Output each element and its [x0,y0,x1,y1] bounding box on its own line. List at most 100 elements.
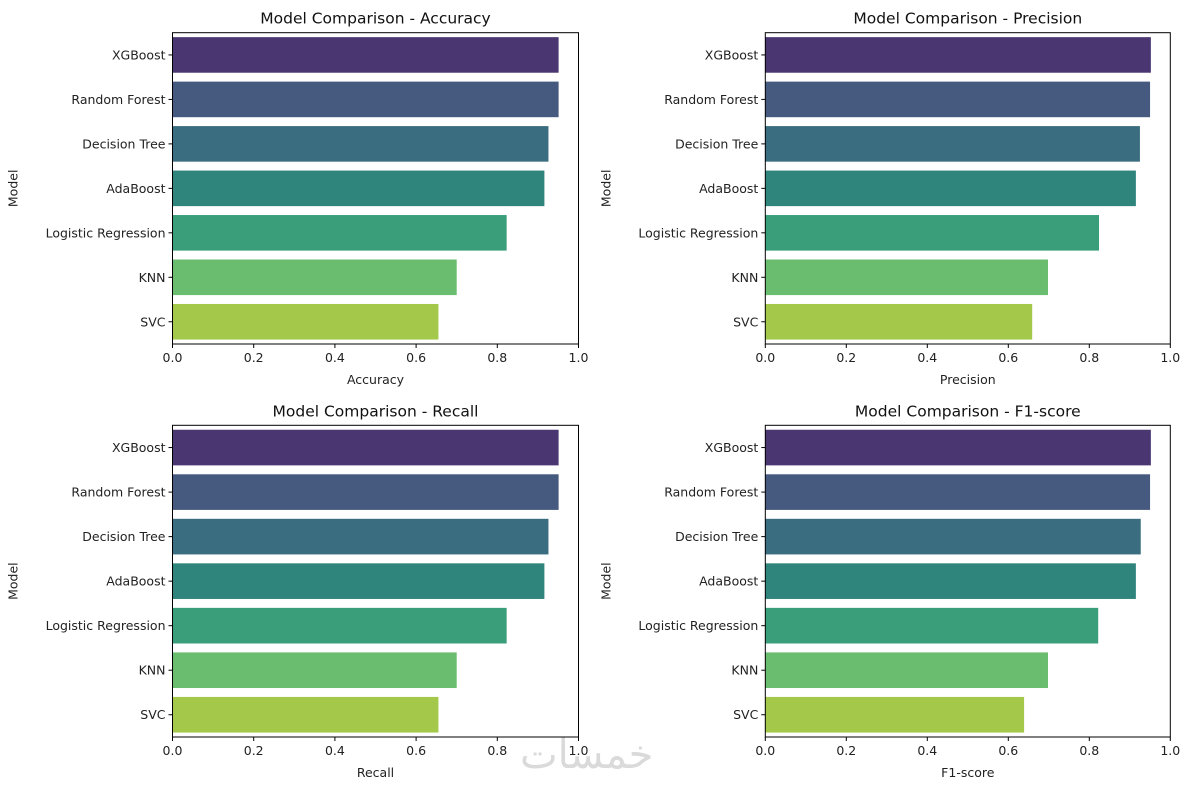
y-tick-label: Random Forest [664,485,758,500]
x-axis-label: Recall [357,765,394,780]
x-tick-label: 0.6 [998,743,1018,758]
y-tick-label: KNN [139,663,166,678]
bar [172,652,457,689]
x-tick-label: 0.8 [1079,743,1099,758]
bar [765,563,1136,599]
y-tick-label: KNN [731,663,758,678]
y-tick-label: Random Forest [71,92,165,107]
y-tick-label: Logistic Regression [638,618,758,633]
x-tick-label: 0.4 [325,350,345,365]
y-tick-label: AdaBoost [106,181,165,196]
bar [765,126,1140,162]
y-axis-label: Model [598,562,613,600]
bar [172,518,549,555]
subplot-accuracy: XGBoost Random Forest Decision Tree AdaBoos… [6,10,589,387]
x-tick-label: 1.0 [1160,743,1180,758]
chart-title: Model Comparison - F1-score [855,402,1081,420]
y-tick-label: Decision Tree [675,529,759,544]
x-tick-label: 0.2 [836,350,856,365]
axes-frame [764,424,1171,738]
bar [765,607,1099,644]
axes-frame [172,32,579,345]
x-tick-label: 0.6 [406,743,426,758]
bar [172,429,559,466]
y-tick-label: SVC [140,314,165,329]
chart-title: Model Comparison - Precision [853,10,1082,28]
y-tick-label: Logistic Regression [46,618,166,633]
x-tick-label: 0.4 [917,350,937,365]
y-tick-label: SVC [140,707,165,722]
x-tick-label: 0.4 [917,743,937,758]
x-tick-label: 0.2 [244,743,264,758]
x-tick-label: 1.0 [1160,350,1180,365]
x-tick-label: 0.2 [836,743,856,758]
y-tick-label: Decision Tree [82,136,166,151]
chart-title: Model Comparison - Accuracy [260,10,490,28]
bar [765,429,1151,466]
axes-frame [172,424,579,738]
watermark: خمسات [520,732,654,778]
bar [765,259,1048,296]
x-tick-label: 0.2 [244,350,264,365]
bar [172,81,559,118]
bar [765,81,1151,118]
y-tick-label: AdaBoost [699,181,758,196]
y-tick-label: Random Forest [71,485,165,500]
y-tick-label: Logistic Regression [638,225,758,240]
x-axis-label: Accuracy [347,372,405,387]
y-tick-label: Decision Tree [675,136,759,151]
subplot-f1-score: XGBoost Random Forest Decision Tree AdaBoos… [598,402,1180,780]
bar [172,259,457,296]
y-tick-label: XGBoost [705,47,759,62]
bar [765,303,1033,340]
y-tick-label: XGBoost [705,440,759,455]
x-tick-label: 0.6 [998,350,1018,365]
bar [172,215,507,251]
chart-title: Model Comparison - Recall [273,402,479,420]
bar [172,37,559,73]
bar [172,607,507,644]
bar [172,170,545,207]
bar [765,518,1141,555]
y-tick-label: XGBoost [112,440,166,455]
bar [172,126,549,162]
bar [765,37,1151,73]
bar [172,303,439,340]
bar [765,474,1151,510]
x-tick-label: 0.0 [755,350,775,365]
bar [765,215,1100,251]
x-tick-label: 0.8 [1079,350,1099,365]
bar [765,170,1136,207]
x-tick-label: 0.0 [755,743,775,758]
bar [765,696,1025,733]
bar [765,652,1048,689]
axes-frame [764,32,1171,345]
x-axis-label: Precision [940,372,996,387]
x-axis-label: F1-score [941,765,995,780]
x-tick-label: 0.8 [487,743,507,758]
y-tick-label: Random Forest [664,92,758,107]
bar [172,696,439,733]
y-axis-label: Model [6,562,21,600]
x-tick-label: 1.0 [569,350,589,365]
x-tick-label: 0.0 [163,350,183,365]
y-axis-label: Model [6,170,21,208]
y-tick-label: KNN [731,270,758,285]
bar [172,563,545,599]
y-tick-label: SVC [733,707,758,722]
y-tick-label: SVC [733,314,758,329]
subplot-recall: XGBoost Random Forest Decision Tree AdaBoos… [6,402,589,780]
bar [172,474,559,510]
x-tick-label: 0.8 [487,350,507,365]
y-tick-label: Decision Tree [82,529,166,544]
y-tick-label: KNN [139,270,166,285]
x-tick-label: 0.0 [163,743,183,758]
x-tick-label: 0.4 [325,743,345,758]
x-tick-label: 0.6 [406,350,426,365]
y-tick-label: AdaBoost [699,574,758,589]
y-tick-label: XGBoost [112,47,166,62]
x-tick-label: 1.0 [569,743,589,758]
y-axis-label: Model [598,170,613,208]
y-tick-label: AdaBoost [106,574,165,589]
